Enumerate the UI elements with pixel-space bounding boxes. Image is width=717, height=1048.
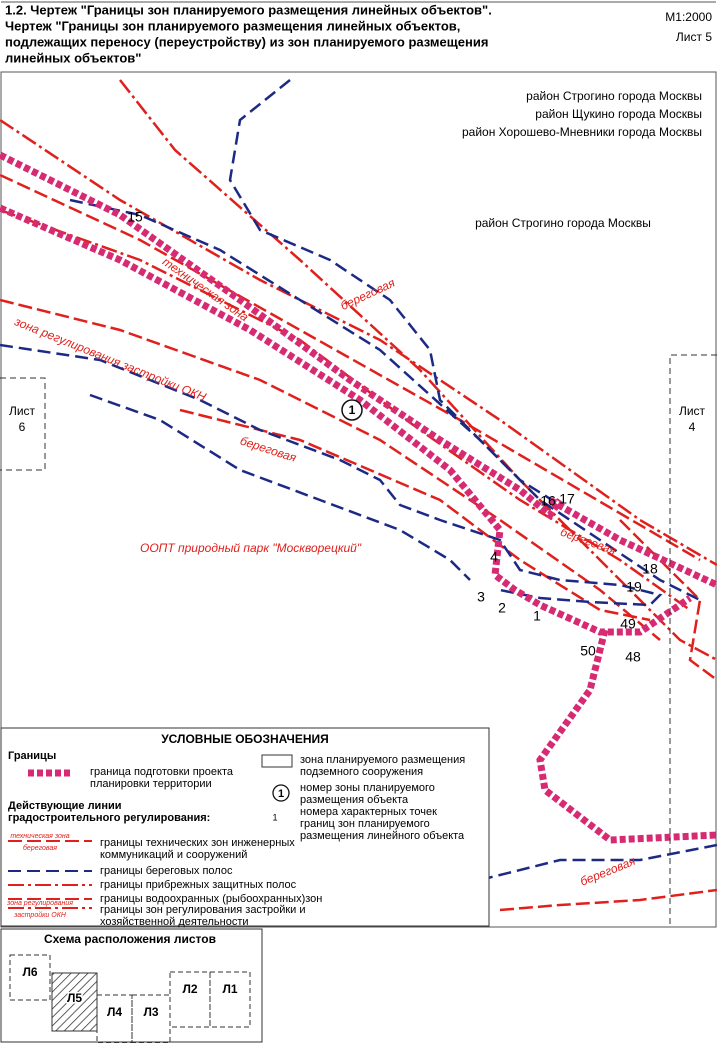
sheet: Лист 5 [676,30,712,44]
sheet-label: Л3 [143,1005,158,1019]
oopt-label: ООПТ природный парк "Москворецкий" [140,541,362,555]
scheme-title: Схема расположения листов [44,932,216,946]
point-number: 19 [626,579,642,595]
legend-text: границы зон регулирования застройки и [100,904,306,916]
sheet-label: Л2 [182,982,197,996]
boundary-line [0,118,717,567]
sheet-frame [9,954,51,1001]
legend-text: зона планируемого размещения [300,754,465,766]
legend-text: номер зоны планируемого [300,782,435,794]
boundary-line [619,519,717,682]
boundary-line [0,208,691,612]
legend-text: планировки территории [90,778,212,790]
point-number: 2 [498,600,506,616]
title-line: 1.2. Чертеж "Границы зон планируемого ра… [5,2,492,17]
boundary-line [0,151,563,521]
legend-symbol-text: 1 [278,788,284,800]
legend-text: границы технических зон инженерных [100,837,295,849]
point-number: 50 [580,643,596,659]
legend: УСЛОВНЫЕ ОБОЗНАЧЕНИЯ Границы граница подго… [0,727,490,928]
legend-text: коммуникаций и сооружений [100,849,247,861]
point-number: 15 [127,209,143,225]
sheet-label: Л4 [107,1005,122,1019]
point-number: 17 [559,491,575,507]
sheet-frame [51,972,98,1032]
sheet-6-frame [0,377,46,471]
legend-symbol-text: 1 [272,812,277,822]
legend-text: хозяйственной деятельности [100,916,249,928]
scale: М1:2000 [665,10,712,24]
point-number: 48 [625,649,641,665]
legend-text: границы водоохранных (рыбоохранных)зон [100,893,322,905]
boundary-line [179,408,651,622]
sheet-label: Л6 [22,965,37,979]
legend-box [0,727,490,927]
legend-title: УСЛОВНЫЕ ОБОЗНАЧЕНИЯ [161,732,329,746]
boundary-line [536,629,717,844]
title-line: Чертеж "Границы зон планируемого размеще… [5,18,460,33]
legend-text: границы прибрежных защитных полос [100,879,297,891]
sheet-4-frame [669,354,717,925]
boundary-line [499,888,717,912]
sheet-frame [209,971,251,1028]
legend-heading: Границы [8,750,56,762]
zone-circle [341,399,363,421]
scheme: Схема расположения листов Л6 Л5 Л4 Л3 Л2 Л1 [0,928,263,1044]
sheet-right: 4 [689,420,696,434]
legend-symbol [272,784,290,802]
legend-heading: Действующие линии [8,800,122,812]
legend-text: границ зон планируемого [300,818,430,830]
legend-tag: техническая зона [10,833,69,840]
boundary-line [89,393,471,581]
sheet-label: Л5 [67,991,82,1005]
zone-number: 1 [349,403,356,417]
boundary-line [479,843,717,882]
boundary-line [0,298,661,641]
boundary-line [0,343,663,607]
boundary-line [0,173,701,562]
point-number: 49 [620,616,636,632]
point-number: 1 [533,608,541,624]
legend-text: размещения объекта [300,794,409,806]
legend-tag: зона регулирования [6,900,73,907]
boundary-line [0,204,692,636]
legend-text: границы береговых полос [100,865,233,877]
legend-tag: застройки ОКН [13,911,67,919]
legend-text: номера характерных точек [300,806,437,818]
sheet-right: Лист [679,404,706,418]
legend-heading: градостроительного регулирования: [8,812,210,824]
title-line: линейных объектов" [5,50,141,65]
boundary-line [69,198,701,602]
legend-tag: береговая [23,844,57,852]
scheme-box [0,928,263,1043]
legend-text: подземного сооружения [300,766,423,778]
sheet-left: 6 [19,420,26,434]
legend-text: размещения линейного объекта [300,830,465,842]
boundary-line [228,79,561,507]
district-label: район Строгино города Москвы [526,89,702,103]
sheet-label: Л1 [222,982,237,996]
district-label: район Щукино города Москвы [535,107,702,121]
legend-symbol [261,754,293,768]
point-number: 3 [477,589,485,605]
point-number: 18 [642,561,658,577]
point-number: 16 [540,493,556,509]
district-label: район Хорошево-Мневники города Москвы [462,125,702,139]
legend-text: граница подготовки проекта [90,766,234,778]
title-line: подлежащих переносу (переустройству) из … [5,34,488,49]
sheet-left: Лист [9,404,36,418]
district-label: район Строгино города Москвы [475,216,651,230]
point-number: 4 [490,549,498,565]
